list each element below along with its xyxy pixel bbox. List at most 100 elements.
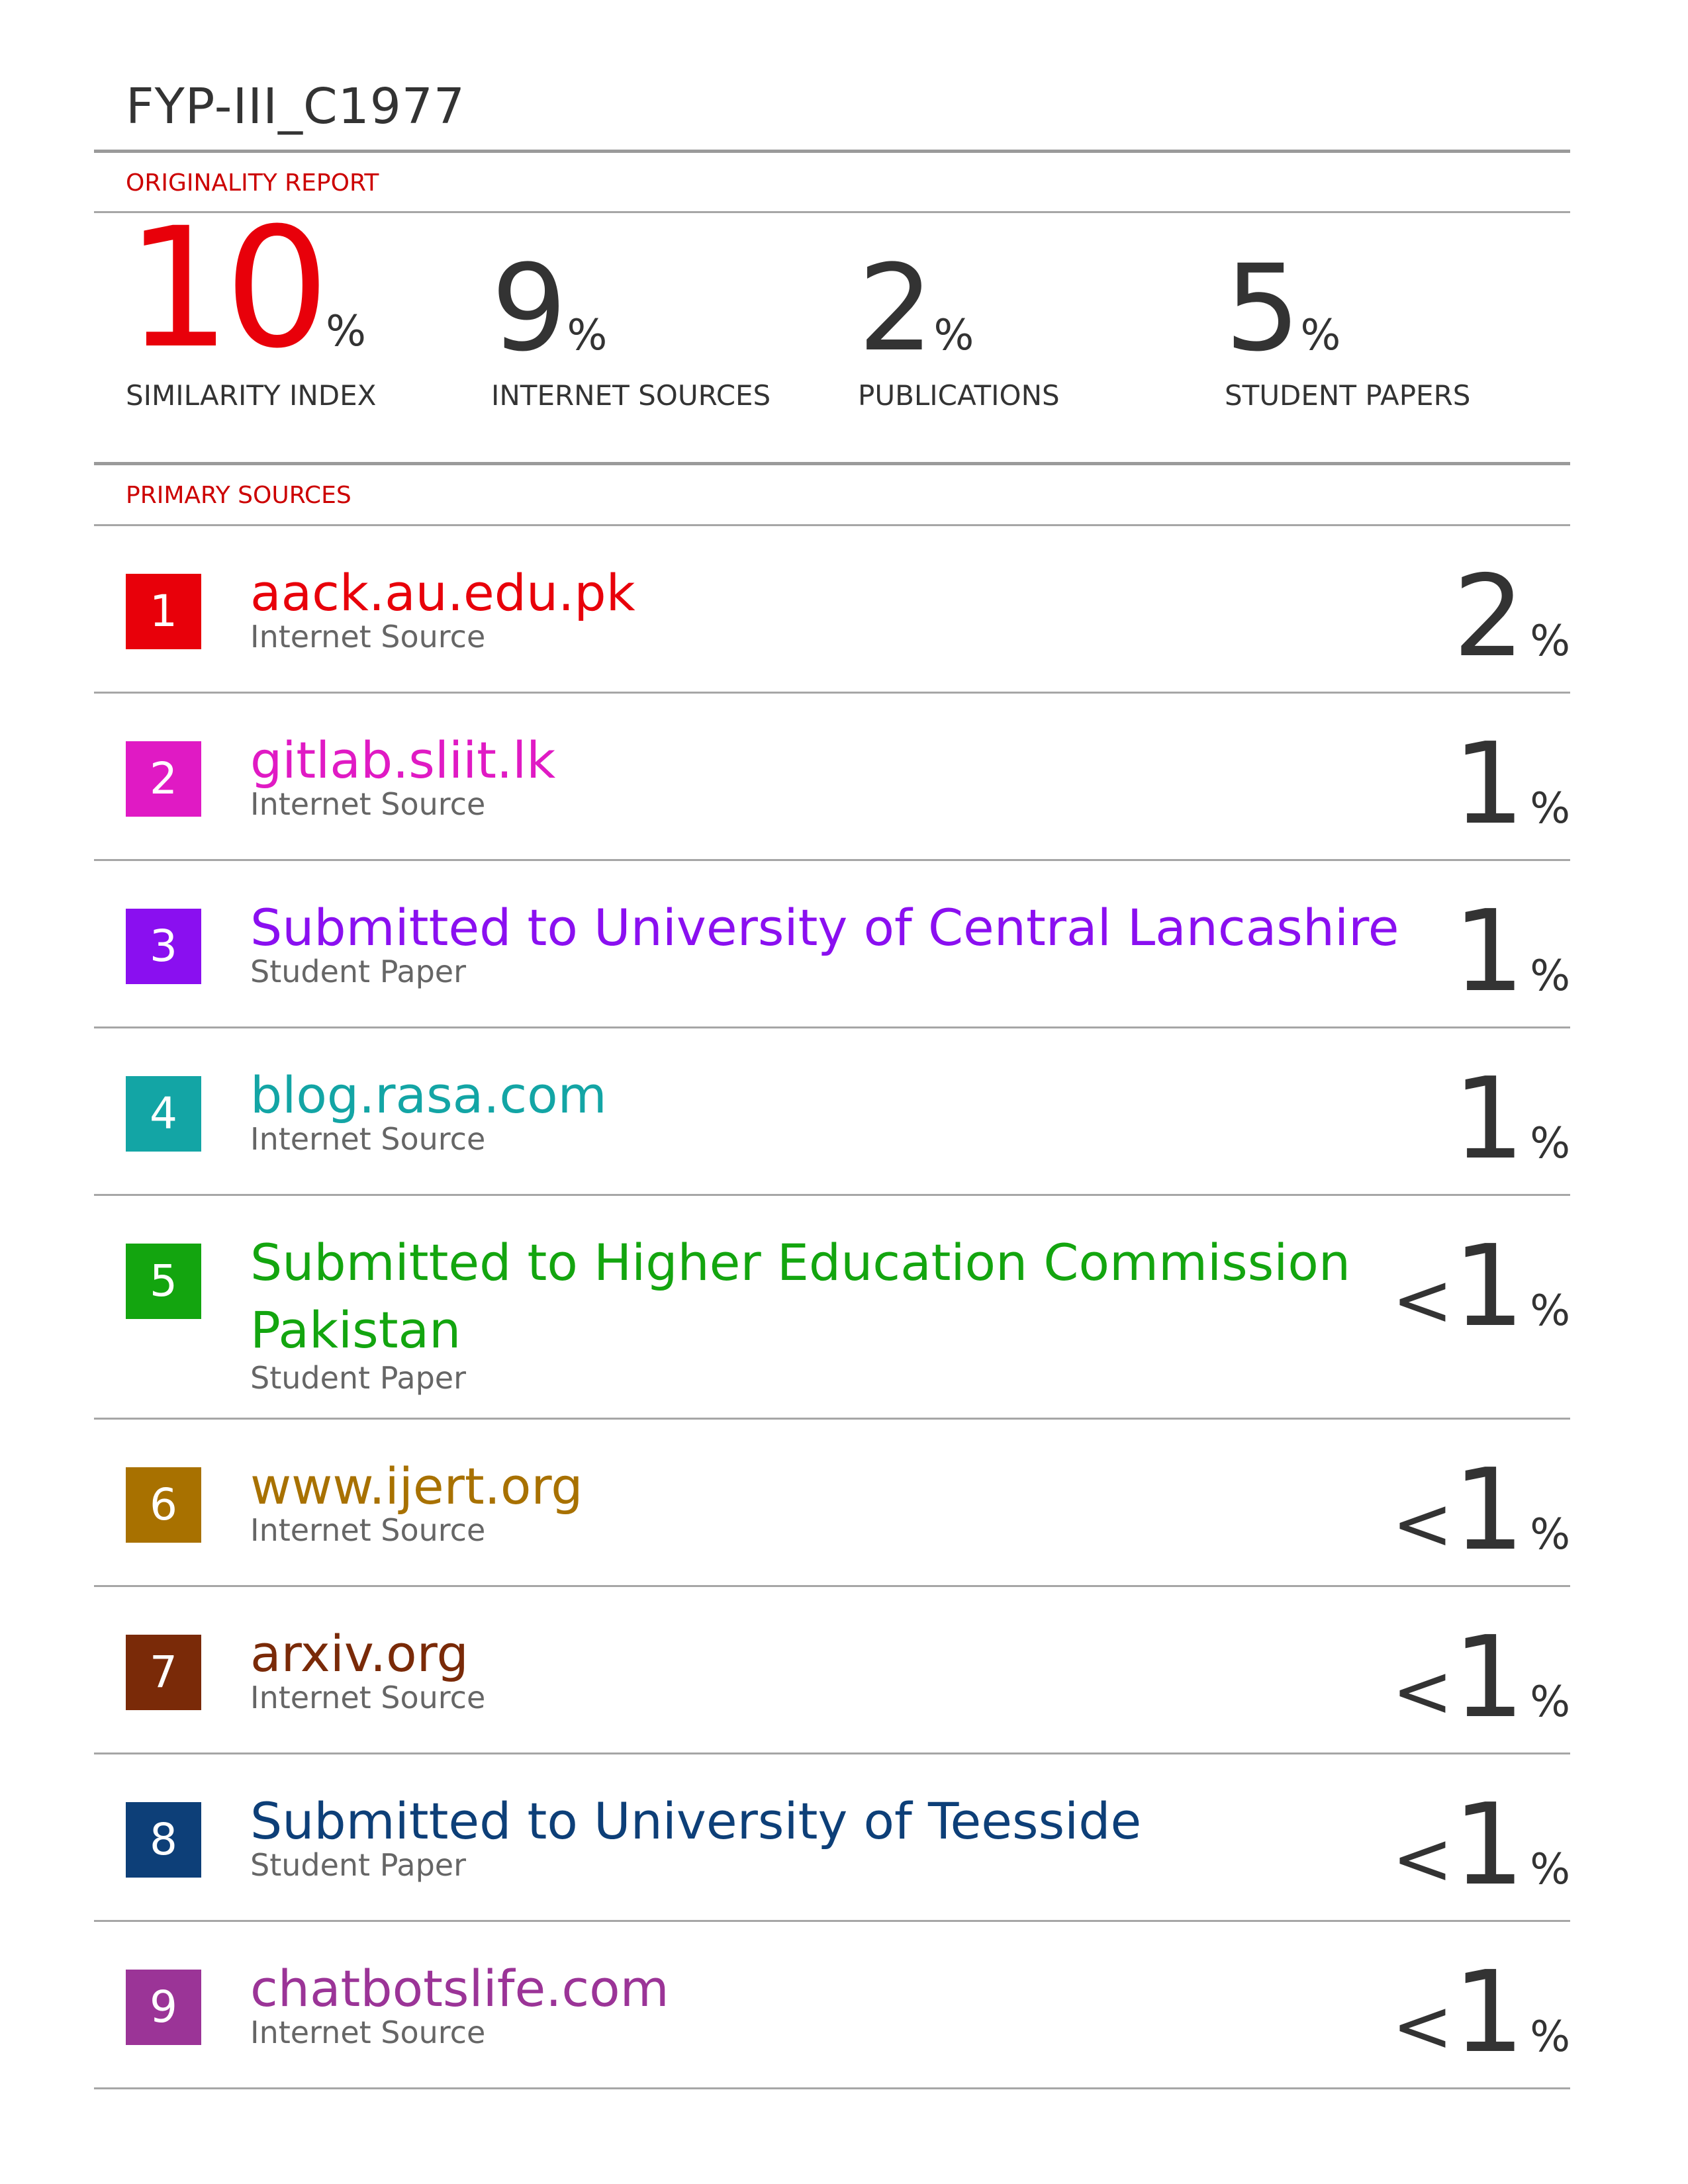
source-row[interactable]: 5 Submitted to Higher Education Commissi…	[94, 1196, 1570, 1420]
less-than-sign: <	[1391, 1983, 1454, 2068]
percent-sign: %	[326, 307, 366, 356]
source-row[interactable]: 4 blog.rasa.com Internet Source 1%	[94, 1028, 1570, 1196]
source-name[interactable]: www.ijert.org	[250, 1457, 583, 1516]
source-name[interactable]: chatbotslife.com	[250, 1959, 669, 2018]
percent-sign: %	[1530, 1287, 1570, 1336]
percentage-value: 1	[1453, 719, 1525, 850]
stat-label: INTERNET SOURCES	[491, 379, 771, 412]
percentage-value: 1	[1453, 1054, 1525, 1185]
source-name[interactable]: blog.rasa.com	[250, 1066, 607, 1124]
percentage-value: 2	[1453, 551, 1525, 682]
source-percentage: <1%	[1392, 1789, 1570, 1901]
stat-label: STUDENT PAPERS	[1225, 379, 1471, 412]
row-divider	[94, 2087, 1570, 2089]
title-divider	[94, 150, 1570, 153]
source-row[interactable]: 8 Submitted to University of Teesside St…	[94, 1754, 1570, 1922]
row-divider	[94, 859, 1570, 861]
source-type: Internet Source	[250, 1512, 486, 1548]
percent-sign: %	[1530, 1845, 1570, 1894]
source-type: Internet Source	[250, 1121, 486, 1157]
stat-publications: 2% PUBLICATIONS	[858, 228, 1229, 427]
percent-sign: %	[1530, 1510, 1570, 1559]
percentage-value: 1	[1453, 1612, 1525, 1743]
percent-sign: %	[1530, 2013, 1570, 2062]
row-divider	[94, 1752, 1570, 1754]
source-rank-badge: 8	[126, 1802, 201, 1878]
row-divider	[94, 1418, 1570, 1420]
percent-sign: %	[1530, 1678, 1570, 1727]
source-type: Internet Source	[250, 619, 486, 655]
less-than-sign: <	[1391, 1257, 1454, 1342]
percent-sign: %	[1300, 311, 1341, 360]
source-rank-badge: 4	[126, 1076, 201, 1152]
source-type: Internet Source	[250, 2015, 486, 2050]
percent-sign: %	[1530, 617, 1570, 666]
stat-value: 9	[491, 240, 567, 378]
source-row[interactable]: 2 gitlab.sliit.lk Internet Source 1%	[94, 694, 1570, 861]
source-type: Internet Source	[250, 786, 486, 822]
source-percentage: 1%	[1453, 728, 1570, 841]
source-name[interactable]: Submitted to University of Teesside	[250, 1792, 1142, 1850]
source-row[interactable]: 7 arxiv.org Internet Source <1%	[94, 1587, 1570, 1754]
source-name[interactable]: gitlab.sliit.lk	[250, 731, 556, 790]
source-type: Student Paper	[250, 1360, 466, 1396]
percentage-value: 1	[1453, 1780, 1525, 1911]
source-percentage: <1%	[1392, 1956, 1570, 2069]
stat-value: 5	[1225, 240, 1301, 378]
stats-divider	[94, 462, 1570, 465]
document-title: FYP-III_C1977	[126, 78, 465, 135]
less-than-sign: <	[1391, 1649, 1454, 1733]
stat-internet-sources: 9% INTERNET SOURCES	[491, 228, 862, 427]
source-rank-badge: 9	[126, 1970, 201, 2045]
source-row[interactable]: 1 aack.au.edu.pk Internet Source 2%	[94, 526, 1570, 694]
percentage-value: 1	[1453, 1947, 1525, 2078]
source-percentage: <1%	[1392, 1621, 1570, 1734]
row-divider	[94, 1585, 1570, 1587]
stat-label: PUBLICATIONS	[858, 379, 1060, 412]
stat-similarity-index: 10% SIMILARITY INDEX	[126, 206, 496, 427]
less-than-sign: <	[1391, 1481, 1454, 1566]
source-type: Student Paper	[250, 954, 466, 989]
row-divider	[94, 1194, 1570, 1196]
source-percentage: 2%	[1453, 561, 1570, 673]
source-rank-badge: 6	[126, 1467, 201, 1543]
percentage-value: 1	[1453, 1221, 1525, 1352]
source-row[interactable]: 6 www.ijert.org Internet Source <1%	[94, 1420, 1570, 1587]
primary-sources-label: PRIMARY SOURCES	[126, 482, 352, 509]
source-type: Student Paper	[250, 1847, 466, 1883]
source-name[interactable]: Submitted to University of Central Lanca…	[250, 898, 1399, 957]
row-divider	[94, 1920, 1570, 1922]
source-name[interactable]: arxiv.org	[250, 1624, 469, 1683]
percentage-value: 1	[1453, 886, 1525, 1017]
source-percentage: <1%	[1392, 1454, 1570, 1567]
source-rank-badge: 1	[126, 574, 201, 649]
stat-value: 10	[126, 192, 330, 385]
source-name[interactable]: aack.au.edu.pk	[250, 563, 635, 622]
percent-sign: %	[1530, 1119, 1570, 1168]
percent-sign: %	[567, 311, 608, 360]
percent-sign: %	[1530, 784, 1570, 833]
source-rank-badge: 5	[126, 1244, 201, 1319]
stat-label: SIMILARITY INDEX	[126, 379, 377, 412]
source-rank-badge: 7	[126, 1635, 201, 1710]
source-rank-badge: 3	[126, 909, 201, 984]
source-percentage: <1%	[1392, 1230, 1570, 1343]
stat-value: 2	[858, 240, 934, 378]
originality-divider	[94, 211, 1570, 213]
source-row[interactable]: 3 Submitted to University of Central Lan…	[94, 861, 1570, 1028]
source-rank-badge: 2	[126, 741, 201, 817]
source-row[interactable]: 9 chatbotslife.com Internet Source <1%	[94, 1922, 1570, 2089]
row-divider	[94, 692, 1570, 694]
source-type: Internet Source	[250, 1680, 486, 1715]
originality-report-label: ORIGINALITY REPORT	[126, 169, 379, 197]
percentage-value: 1	[1453, 1445, 1525, 1576]
percent-sign: %	[933, 311, 974, 360]
less-than-sign: <	[1391, 1816, 1454, 1901]
stat-student-papers: 5% STUDENT PAPERS	[1225, 228, 1595, 427]
primary-sources-divider	[94, 524, 1570, 526]
source-percentage: 1%	[1453, 1063, 1570, 1175]
source-name[interactable]: Submitted to Higher Education Commission…	[250, 1233, 1351, 1359]
percent-sign: %	[1530, 952, 1570, 1001]
source-percentage: 1%	[1453, 895, 1570, 1008]
